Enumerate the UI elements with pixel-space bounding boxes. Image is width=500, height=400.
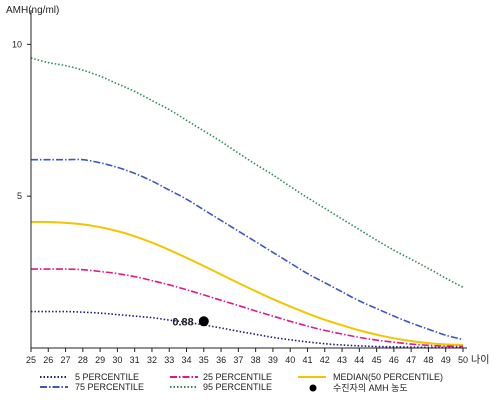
y-tick-label: 10 bbox=[12, 39, 22, 49]
legend-label-p25: 25 PERCENTILE bbox=[203, 372, 272, 382]
x-tick-label: 29 bbox=[95, 355, 105, 365]
x-tick-label: 27 bbox=[61, 355, 71, 365]
x-tick-label: 32 bbox=[147, 355, 157, 365]
series-line-median bbox=[30, 220, 464, 346]
x-tick-label: 43 bbox=[337, 355, 347, 365]
x-tick-label: 30 bbox=[112, 355, 122, 365]
x-tick-label: 42 bbox=[320, 355, 330, 365]
x-tick-label: 44 bbox=[354, 355, 364, 365]
legend-label-p95: 95 PERCENTILE bbox=[203, 382, 272, 392]
x-tick-label: 47 bbox=[406, 355, 416, 365]
legend-label-patient: 수진자의 AMH 농도 bbox=[333, 383, 408, 393]
x-tick-label: 46 bbox=[389, 355, 399, 365]
x-tick-label: 48 bbox=[423, 355, 433, 365]
y-tick-label: 5 bbox=[17, 191, 22, 201]
legend-label-median: MEDIAN(50 PERCENTILE) bbox=[333, 372, 443, 382]
x-tick-label: 28 bbox=[78, 355, 88, 365]
plot-lines: 0.88 bbox=[30, 57, 464, 349]
x-tick-label: 40 bbox=[285, 355, 295, 365]
x-tick-label: 37 bbox=[233, 355, 243, 365]
legend-label-p75: 75 PERCENTILE bbox=[75, 382, 144, 392]
x-tick-label: 50 bbox=[458, 355, 468, 365]
patient-amh-point bbox=[198, 316, 209, 327]
x-tick-label: 41 bbox=[302, 355, 312, 365]
x-tick-label: 33 bbox=[164, 355, 174, 365]
x-tick-label: 36 bbox=[216, 355, 226, 365]
y-axis-title: AMH(ng/ml) bbox=[6, 5, 59, 16]
patient-amh-value-label: 0.88 bbox=[172, 316, 193, 328]
x-tick-label: 35 bbox=[199, 355, 209, 365]
x-tick-label: 34 bbox=[182, 355, 192, 365]
legend-marker-patient bbox=[309, 384, 317, 392]
axes: 5 10 25 26 27 28 29 30 31 32 33 34 35 36 37 38 39 40 41 42 4… bbox=[12, 10, 468, 365]
legend-label-p5: 5 PERCENTILE bbox=[75, 372, 139, 382]
x-tick-label: 25 bbox=[26, 355, 36, 365]
x-tick-label: 45 bbox=[372, 355, 382, 365]
x-tick-label: 26 bbox=[43, 355, 53, 365]
x-tick-label: 38 bbox=[251, 355, 261, 365]
series-line-p95 bbox=[30, 57, 464, 289]
x-tick-label: 31 bbox=[130, 355, 140, 365]
series-line-p25 bbox=[31, 268, 464, 348]
x-tick-label: 39 bbox=[268, 355, 278, 365]
x-axis-title: 나이 bbox=[471, 354, 489, 366]
legend: 5 PERCENTILE 25 PERCENTILE MEDIAN(50 PERCE… bbox=[40, 372, 443, 393]
x-tick-label: 49 bbox=[441, 355, 451, 365]
series-line-p5 bbox=[31, 310, 463, 349]
series-line-p75 bbox=[31, 158, 464, 341]
